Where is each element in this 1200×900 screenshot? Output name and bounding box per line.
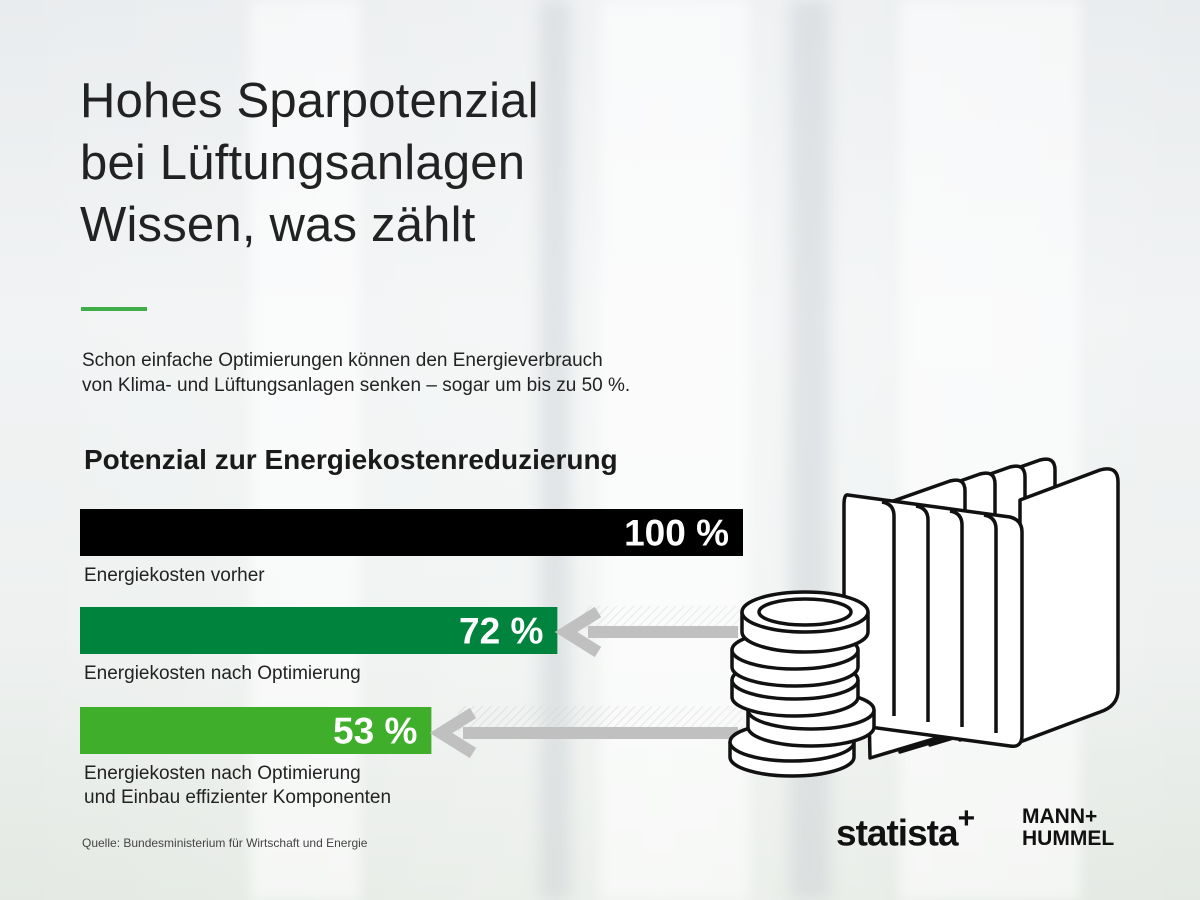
arrow-left-icon: [554, 606, 738, 658]
bar-komponenten: [80, 707, 432, 754]
accent-divider: [81, 307, 147, 311]
page-title: Hohes Sparpotenzial bei Lüftungsanlagen …: [80, 70, 539, 256]
title-line: bei Lüftungsanlagen: [80, 136, 526, 190]
intro-line: von Klima- und Lüftungsanlagen senken – …: [82, 375, 631, 396]
bar-optimierung: [80, 607, 558, 654]
arrow-left-icon: [429, 707, 738, 759]
bar-label-optimierung: Energiekosten nach Optimierung: [84, 662, 361, 686]
statista-logo-plus: +: [957, 802, 976, 835]
bar-label-line: Energiekosten nach Optimierung: [84, 663, 361, 684]
bar-vorher: [80, 509, 743, 556]
mann-hummel-logo-line: HUMMEL: [1022, 827, 1115, 850]
intro-text: Schon einfache Optimierungen können den …: [82, 348, 630, 398]
source-note: Quelle: Bundesministerium für Wirtschaft…: [82, 836, 368, 850]
coin-stack-icon: [728, 590, 876, 778]
intro-line: Schon einfache Optimierungen können den …: [82, 350, 603, 371]
mann-hummel-logo: MANN+ HUMMEL: [1022, 806, 1114, 850]
bar-label-komponenten: Energiekosten nach Optimierung und Einba…: [84, 762, 391, 810]
chart-title: Potenzial zur Energiekostenreduzierung: [84, 444, 618, 475]
bar-label-line: Energiekosten vorher: [84, 565, 265, 586]
bar-label-line: und Einbau effizienter Komponenten: [84, 787, 392, 808]
bar-value-label: 53 %: [333, 711, 417, 752]
bar-label-vorher: Energiekosten vorher: [84, 564, 265, 588]
title-line: Wissen, was zählt: [80, 198, 476, 252]
mann-hummel-logo-line: MANN+: [1022, 805, 1098, 828]
statista-logo: statista+: [836, 802, 975, 854]
bar-label-line: Energiekosten nach Optimierung: [84, 763, 361, 784]
bars-layer: 100 % 72 % 53 %: [80, 509, 743, 754]
bar-value-label: 72 %: [459, 611, 543, 652]
bar-value-label: 100 %: [624, 513, 729, 554]
statista-logo-text: statista: [836, 812, 959, 854]
title-line: Hohes Sparpotenzial: [80, 74, 539, 128]
air-filter-icon: [842, 457, 1120, 760]
